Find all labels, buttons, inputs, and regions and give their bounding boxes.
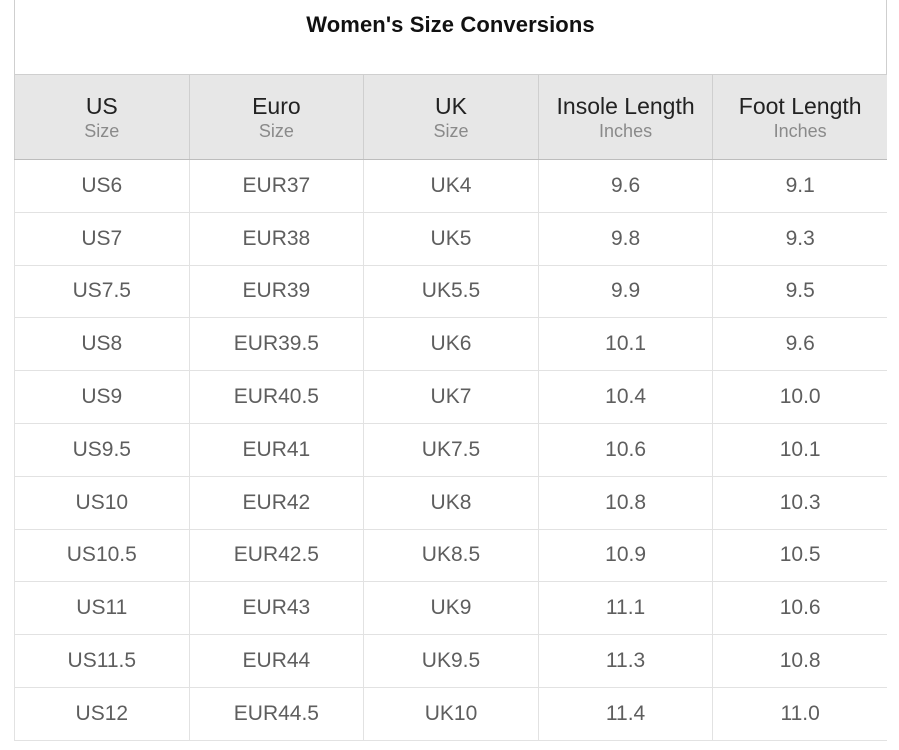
- cell-euro-size: EUR39: [189, 265, 365, 319]
- cell-uk-size: UK7.5: [363, 423, 539, 477]
- cell-us-size: US7: [14, 212, 190, 266]
- cell-euro-size: EUR44: [189, 634, 365, 688]
- table-row: US12 EUR44.5 UK10 11.4 11.0: [14, 687, 887, 741]
- cell-us-size: US9.5: [14, 423, 190, 477]
- cell-euro-size: EUR39.5: [189, 317, 365, 372]
- column-header-title: UK: [435, 92, 467, 119]
- cell-euro-size: EUR44.5: [189, 687, 365, 741]
- cell-uk-size: UK5.5: [363, 265, 539, 319]
- cell-uk-size: UK5: [363, 212, 539, 266]
- cell-insole-length: 9.8: [538, 212, 714, 266]
- cell-foot-length: 9.6: [712, 317, 887, 372]
- cell-foot-length: 10.0: [712, 370, 887, 424]
- cell-insole-length: 10.1: [538, 317, 714, 372]
- cell-foot-length: 10.8: [712, 634, 887, 688]
- cell-uk-size: UK4: [363, 159, 539, 213]
- table-row: US10 EUR42 UK8 10.8 10.3: [14, 476, 887, 530]
- cell-us-size: US6: [14, 159, 190, 213]
- cell-uk-size: UK9.5: [363, 634, 539, 688]
- cell-us-size: US11.5: [14, 634, 190, 688]
- cell-foot-length: 11.0: [712, 687, 887, 741]
- cell-foot-length: 10.3: [712, 476, 887, 530]
- column-header-title: Insole Length: [556, 92, 695, 119]
- cell-uk-size: UK8: [363, 476, 539, 530]
- cell-insole-length: 11.1: [538, 581, 714, 636]
- column-header-unit: Size: [433, 120, 469, 141]
- cell-foot-length: 9.5: [712, 265, 887, 319]
- column-header-uk: UK Size: [363, 75, 539, 160]
- column-header-us: US Size: [14, 75, 190, 160]
- column-header-title: Foot Length: [738, 92, 862, 119]
- cell-euro-size: EUR40.5: [189, 370, 365, 424]
- column-header-foot-length: Foot Length Inches: [712, 75, 887, 160]
- column-header-title: US: [85, 92, 118, 119]
- cell-us-size: US10.5: [14, 529, 190, 583]
- cell-insole-length: 11.4: [538, 687, 714, 741]
- cell-us-size: US11: [14, 581, 190, 636]
- chart-title: Women's Size Conversions: [306, 12, 595, 37]
- header-row: US Size Euro Size UK Size Insole Length …: [14, 75, 887, 160]
- column-header-insole-length: Insole Length Inches: [538, 75, 714, 160]
- cell-insole-length: 10.6: [538, 423, 714, 477]
- table-row: US6 EUR37 UK4 9.6 9.1: [14, 159, 887, 213]
- cell-euro-size: EUR43: [189, 581, 365, 636]
- column-header-unit: Inches: [599, 120, 653, 141]
- cell-uk-size: UK10: [363, 687, 539, 741]
- table-row: US7 EUR38 UK5 9.8 9.3: [14, 212, 887, 266]
- cell-foot-length: 10.1: [712, 423, 887, 477]
- title-bar: Women's Size Conversions: [14, 0, 887, 75]
- cell-us-size: US10: [14, 476, 190, 530]
- column-header-euro: Euro Size: [189, 75, 365, 160]
- cell-foot-length: 9.1: [712, 159, 887, 213]
- cell-us-size: US12: [14, 687, 190, 741]
- cell-euro-size: EUR42.5: [189, 529, 365, 583]
- table-row: US8 EUR39.5 UK6 10.1 9.6: [14, 317, 887, 372]
- cell-us-size: US9: [14, 370, 190, 424]
- table-row: US9 EUR40.5 UK7 10.4 10.0: [14, 370, 887, 424]
- cell-foot-length: 10.6: [712, 581, 887, 636]
- cell-insole-length: 10.9: [538, 529, 714, 583]
- table-row: US9.5 EUR41 UK7.5 10.6 10.1: [14, 423, 887, 477]
- cell-us-size: US8: [14, 317, 190, 372]
- cell-insole-length: 10.8: [538, 476, 714, 530]
- cell-uk-size: UK6: [363, 317, 539, 372]
- column-header-unit: Inches: [773, 120, 827, 141]
- cell-euro-size: EUR37: [189, 159, 365, 213]
- size-conversion-table: US Size Euro Size UK Size Insole Length …: [14, 75, 887, 741]
- column-header-title: Euro: [252, 92, 301, 119]
- cell-us-size: US7.5: [14, 265, 190, 319]
- table-row: US7.5 EUR39 UK5.5 9.9 9.5: [14, 265, 887, 319]
- size-chart: Women's Size Conversions US Size Euro Si…: [14, 0, 887, 750]
- table-row: US11.5 EUR44 UK9.5 11.3 10.8: [14, 634, 887, 688]
- cell-insole-length: 9.9: [538, 265, 714, 319]
- table-row: US11 EUR43 UK9 11.1 10.6: [14, 581, 887, 636]
- cell-euro-size: EUR38: [189, 212, 365, 266]
- cell-foot-length: 10.5: [712, 529, 887, 583]
- column-header-unit: Size: [84, 120, 120, 141]
- cell-euro-size: EUR41: [189, 423, 365, 477]
- cell-insole-length: 9.6: [538, 159, 714, 213]
- cell-euro-size: EUR42: [189, 476, 365, 530]
- cell-uk-size: UK7: [363, 370, 539, 424]
- cell-uk-size: UK9: [363, 581, 539, 636]
- cell-insole-length: 11.3: [538, 634, 714, 688]
- table-row: US10.5 EUR42.5 UK8.5 10.9 10.5: [14, 529, 887, 583]
- column-header-unit: Size: [258, 120, 294, 141]
- cell-foot-length: 9.3: [712, 212, 887, 266]
- cell-uk-size: UK8.5: [363, 529, 539, 583]
- cell-insole-length: 10.4: [538, 370, 714, 424]
